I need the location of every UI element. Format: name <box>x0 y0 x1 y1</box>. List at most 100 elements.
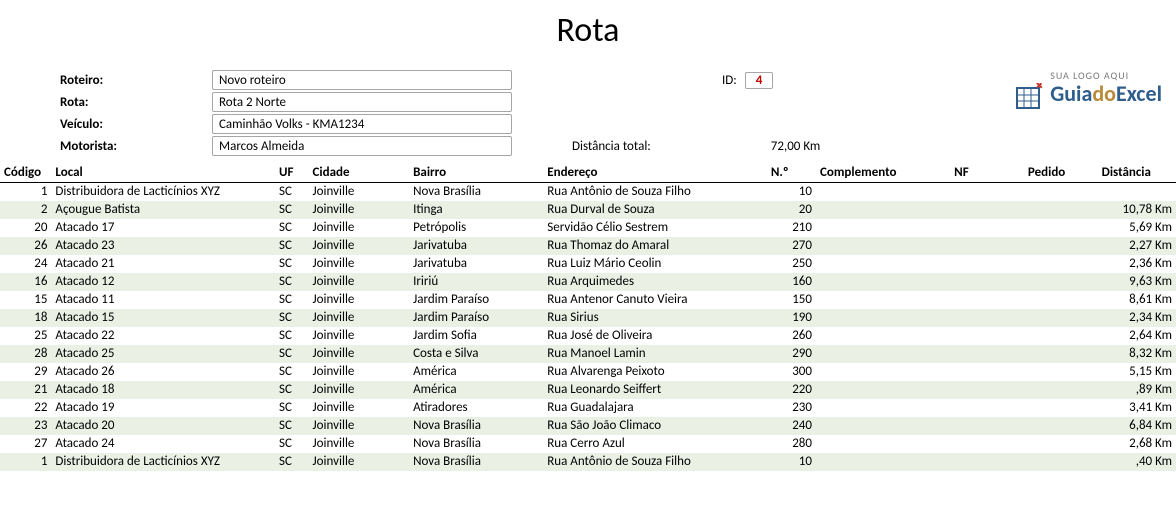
veiculo-field[interactable]: Caminhão Volks - KMA1234 <box>212 114 512 134</box>
cell-compl <box>816 453 950 471</box>
table-row[interactable]: 22Atacado 19SCJoinvilleAtiradoresRua Gua… <box>0 399 1176 417</box>
cell-codigo: 16 <box>0 273 51 291</box>
cell-bairro: Nova Brasília <box>409 417 543 435</box>
cell-uf: SC <box>275 219 309 237</box>
cell-end: Rua Luiz Mário Ceolin <box>543 255 767 273</box>
cell-nf <box>950 399 1024 417</box>
table-row[interactable]: 27Atacado 24SCJoinvilleNova BrasíliaRua … <box>0 435 1176 453</box>
cell-no: 280 <box>767 435 816 453</box>
cell-compl <box>816 291 950 309</box>
cell-ped <box>1024 237 1098 255</box>
cell-bairro: Iririú <box>409 273 543 291</box>
motorista-field[interactable]: Marcos Almeida <box>212 136 512 156</box>
cell-end: Rua Arquimedes <box>543 273 767 291</box>
cell-local: Atacado 26 <box>51 363 275 381</box>
table-row[interactable]: 2Açougue BatistaSCJoinvilleItingaRua Dur… <box>0 201 1176 219</box>
cell-local: Atacado 24 <box>51 435 275 453</box>
cell-local: Atacado 20 <box>51 417 275 435</box>
cell-local: Distribuidora de Lacticínios XYZ <box>51 453 275 471</box>
cell-cidade: Joinville <box>309 183 410 201</box>
cell-codigo: 1 <box>0 183 51 201</box>
cell-end: Rua Manoel Lamin <box>543 345 767 363</box>
cell-ped <box>1024 309 1098 327</box>
cell-nf <box>950 345 1024 363</box>
cell-bairro: Jardim Paraíso <box>409 291 543 309</box>
cell-compl <box>816 327 950 345</box>
table-row[interactable]: 16Atacado 12SCJoinvilleIririúRua Arquime… <box>0 273 1176 291</box>
cell-nf <box>950 291 1024 309</box>
cell-codigo: 18 <box>0 309 51 327</box>
id-value[interactable]: 4 <box>745 72 774 89</box>
col-nf: NF <box>950 163 1024 183</box>
cell-nf <box>950 435 1024 453</box>
table-row[interactable]: 26Atacado 23SCJoinvilleJarivatubaRua Tho… <box>0 237 1176 255</box>
cell-ped <box>1024 417 1098 435</box>
cell-cidade: Joinville <box>309 435 410 453</box>
cell-no: 270 <box>767 237 816 255</box>
table-row[interactable]: 23Atacado 20SCJoinvilleNova BrasíliaRua … <box>0 417 1176 435</box>
cell-ped <box>1024 201 1098 219</box>
logo-text-excel: Excel <box>1116 80 1162 107</box>
col-end: Endereço <box>543 163 767 183</box>
cell-codigo: 25 <box>0 327 51 345</box>
cell-nf <box>950 255 1024 273</box>
cell-cidade: Joinville <box>309 453 410 471</box>
table-row[interactable]: 21Atacado 18SCJoinvilleAméricaRua Leonar… <box>0 381 1176 399</box>
cell-no: 250 <box>767 255 816 273</box>
col-ped: Pedido <box>1024 163 1098 183</box>
cell-local: Atacado 21 <box>51 255 275 273</box>
cell-bairro: Atiradores <box>409 399 543 417</box>
col-cidade: Cidade <box>309 163 410 183</box>
cell-codigo: 2 <box>0 201 51 219</box>
cell-uf: SC <box>275 291 309 309</box>
cell-compl <box>816 399 950 417</box>
cell-local: Atacado 18 <box>51 381 275 399</box>
col-local: Local <box>51 163 275 183</box>
cell-dist: 5,15 Km <box>1098 363 1176 381</box>
table-row[interactable]: 29Atacado 26SCJoinvilleAméricaRua Alvare… <box>0 363 1176 381</box>
table-row[interactable]: 25Atacado 22SCJoinvilleJardim SofiaRua J… <box>0 327 1176 345</box>
cell-end: Rua Sirius <box>543 309 767 327</box>
roteiro-label: Roteiro: <box>0 73 212 88</box>
cell-dist: 9,63 Km <box>1098 273 1176 291</box>
table-row[interactable]: 24Atacado 21SCJoinvilleJarivatubaRua Lui… <box>0 255 1176 273</box>
cell-uf: SC <box>275 237 309 255</box>
cell-bairro: Jarivatuba <box>409 237 543 255</box>
cell-cidade: Joinville <box>309 345 410 363</box>
table-row[interactable]: 1Distribuidora de Lacticínios XYZSCJoinv… <box>0 453 1176 471</box>
cell-dist: 8,61 Km <box>1098 291 1176 309</box>
cell-codigo: 15 <box>0 291 51 309</box>
cell-dist: 2,34 Km <box>1098 309 1176 327</box>
cell-ped <box>1024 219 1098 237</box>
table-row[interactable]: 18Atacado 15SCJoinvilleJardim ParaísoRua… <box>0 309 1176 327</box>
cell-nf <box>950 201 1024 219</box>
cell-end: Rua Cerro Azul <box>543 435 767 453</box>
cell-cidade: Joinville <box>309 255 410 273</box>
cell-bairro: Jardim Sofia <box>409 327 543 345</box>
cell-compl <box>816 201 950 219</box>
rota-field[interactable]: Rota 2 Norte <box>212 92 512 112</box>
cell-cidade: Joinville <box>309 309 410 327</box>
cell-uf: SC <box>275 363 309 381</box>
dist-total-value: 72,00 Km <box>771 139 820 154</box>
cell-nf <box>950 237 1024 255</box>
cell-cidade: Joinville <box>309 273 410 291</box>
roteiro-field[interactable]: Novo roteiro <box>212 70 512 90</box>
cell-local: Açougue Batista <box>51 201 275 219</box>
cell-end: Rua Thomaz do Amaral <box>543 237 767 255</box>
logo-text-guia: Guia <box>1050 80 1092 107</box>
cell-end: Rua Antônio de Souza Filho <box>543 183 767 201</box>
cell-codigo: 23 <box>0 417 51 435</box>
table-row[interactable]: 20Atacado 17SCJoinvillePetrópolisServidã… <box>0 219 1176 237</box>
cell-no: 220 <box>767 381 816 399</box>
cell-compl <box>816 363 950 381</box>
table-row[interactable]: 15Atacado 11SCJoinvilleJardim ParaísoRua… <box>0 291 1176 309</box>
cell-end: Rua São João Climaco <box>543 417 767 435</box>
cell-compl <box>816 381 950 399</box>
cell-no: 10 <box>767 183 816 201</box>
header-block: Roteiro: Novo roteiro ID: 4 Rota: Rota 2… <box>0 69 1176 163</box>
table-row[interactable]: 28Atacado 25SCJoinvilleCosta e SilvaRua … <box>0 345 1176 363</box>
cell-cidade: Joinville <box>309 399 410 417</box>
cell-ped <box>1024 291 1098 309</box>
table-row[interactable]: 1Distribuidora de Lacticínios XYZSCJoinv… <box>0 183 1176 201</box>
